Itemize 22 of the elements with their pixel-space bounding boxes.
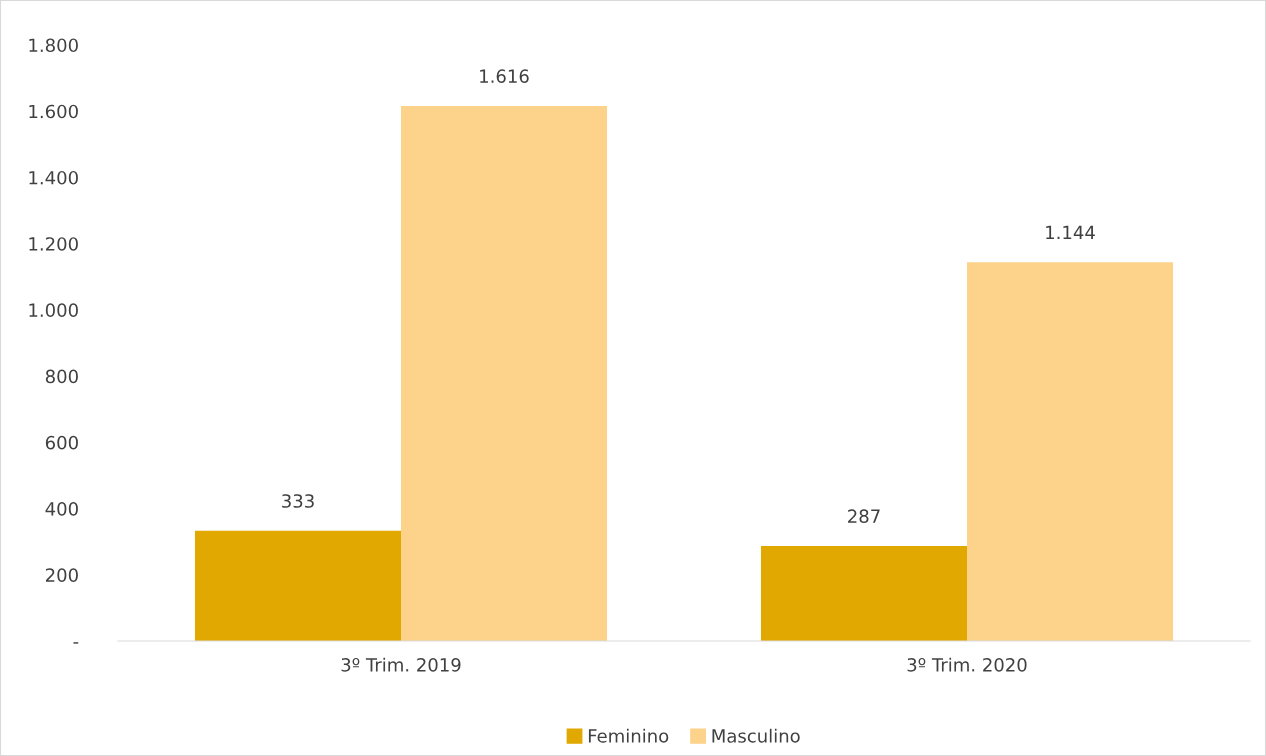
legend-label: Masculino bbox=[712, 728, 800, 743]
y-tick-label: 200 bbox=[45, 568, 78, 582]
data-label: 333 bbox=[282, 494, 314, 508]
x-tick-label: 3º Trim. 2020 bbox=[907, 657, 1027, 672]
data-label: 1.616 bbox=[480, 69, 529, 83]
y-tick-label: 1.000 bbox=[29, 303, 78, 318]
y-tick-label: 1.600 bbox=[29, 104, 78, 119]
y-tick-label: 400 bbox=[45, 502, 78, 516]
bar bbox=[194, 530, 401, 641]
y-tick-label: 1.400 bbox=[29, 170, 78, 185]
bar bbox=[760, 545, 967, 641]
bar bbox=[967, 262, 1174, 641]
data-label: 287 bbox=[848, 509, 880, 524]
y-tick-label: - bbox=[73, 642, 79, 644]
y-tick-label: 600 bbox=[45, 435, 78, 450]
y-tick-label: 1.200 bbox=[29, 237, 78, 251]
y-tick-label: 800 bbox=[45, 369, 78, 384]
legend-label: Feminino bbox=[588, 728, 669, 743]
y-tick-label: 1.800 bbox=[29, 38, 78, 53]
bar bbox=[401, 105, 608, 641]
data-label: 1.144 bbox=[1046, 225, 1095, 240]
x-tick-label: 3º Trim. 2019 bbox=[341, 657, 461, 672]
